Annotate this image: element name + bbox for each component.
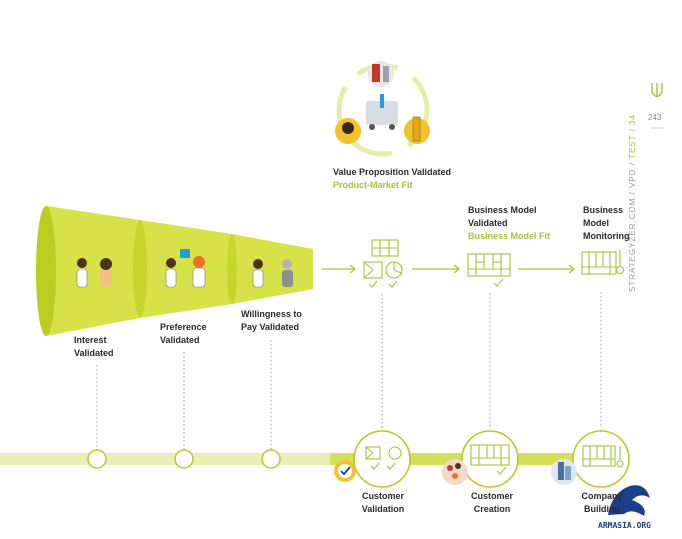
- sidebar-section: TEST / 34: [628, 114, 637, 159]
- preference-validated-label: Preference Validated: [160, 321, 207, 347]
- monitoring-line-1: Business: [583, 205, 624, 215]
- monitoring-line-3: Monitoring: [583, 231, 630, 241]
- willingness-validated-label: Willingness to Pay Validated: [241, 308, 302, 334]
- people-preference-icon: [165, 249, 206, 288]
- stage-company-building: [551, 430, 630, 488]
- dotted-connectors: [96, 292, 602, 450]
- business-model-canvas-icon: [467, 253, 511, 287]
- pen-nib-icon: [651, 83, 663, 98]
- willingness-line-2: Pay Validated: [241, 322, 300, 332]
- willingness-line-1: Willingness to: [241, 309, 302, 319]
- cb-line-2: Building: [584, 504, 620, 514]
- milestone-interest: [87, 449, 107, 469]
- value-proposition-title: Value Proposition Validated: [333, 167, 452, 177]
- monitoring-line-2: Model: [583, 218, 609, 228]
- stage-customer-creation: [442, 430, 519, 488]
- interest-validated-label: Interest Validated: [74, 334, 114, 360]
- milestone-willingness: [261, 449, 281, 469]
- watermark-text: ARMASIA.ORG: [598, 521, 651, 530]
- stage-customer-validation: [334, 430, 411, 488]
- cv-line-1: Customer: [361, 491, 404, 501]
- business-model-fit-label: Business Model Fit: [468, 231, 551, 241]
- customer-validation-label: Customer Validation: [352, 490, 414, 516]
- interest-line-2: Validated: [74, 348, 114, 358]
- people-willingness-icon: [252, 259, 293, 288]
- sidebar-site-text: STRATEGYZER.COM / VPD / TEST / 34: [628, 114, 637, 292]
- company-building-label: Company Building: [571, 490, 633, 516]
- page-number: 243: [648, 113, 662, 122]
- business-model-validated-label: Business Model Validated Business Model …: [468, 204, 550, 243]
- people-interest-icon: [76, 258, 112, 288]
- flow-arrows: [322, 264, 575, 274]
- funnel-segment-interest: [46, 206, 140, 336]
- product-market-fit-label: Product-Market Fit: [333, 180, 413, 190]
- bm-line-1: Business Model: [468, 205, 537, 215]
- cycle-illustration: [335, 61, 430, 157]
- cv-line-2: Validation: [361, 504, 405, 514]
- preference-line-2: Validated: [160, 335, 200, 345]
- funnel-segment-preference: [140, 220, 232, 318]
- preference-line-1: Preference: [160, 322, 207, 332]
- business-model-monitoring-label: Business Model Monitoring: [583, 204, 630, 243]
- watermark-logo: [608, 485, 650, 516]
- milestone-preference: [174, 449, 194, 469]
- interest-line-1: Interest: [74, 335, 107, 345]
- cc-line-1: Customer: [470, 491, 513, 501]
- sidebar-site: STRATEGYZER.COM / VPD /: [628, 158, 637, 292]
- bm-line-2: Validated: [468, 218, 508, 228]
- customer-creation-label: Customer Creation: [461, 490, 523, 516]
- funnel-segment-willingness: [232, 234, 313, 304]
- monitoring-icon: [581, 250, 625, 275]
- cb-line-1: Company: [581, 491, 623, 501]
- milestones: [87, 449, 281, 469]
- cc-line-2: Creation: [473, 504, 511, 514]
- value-proposition-canvas-icon: [363, 239, 403, 288]
- funnel: [36, 206, 313, 336]
